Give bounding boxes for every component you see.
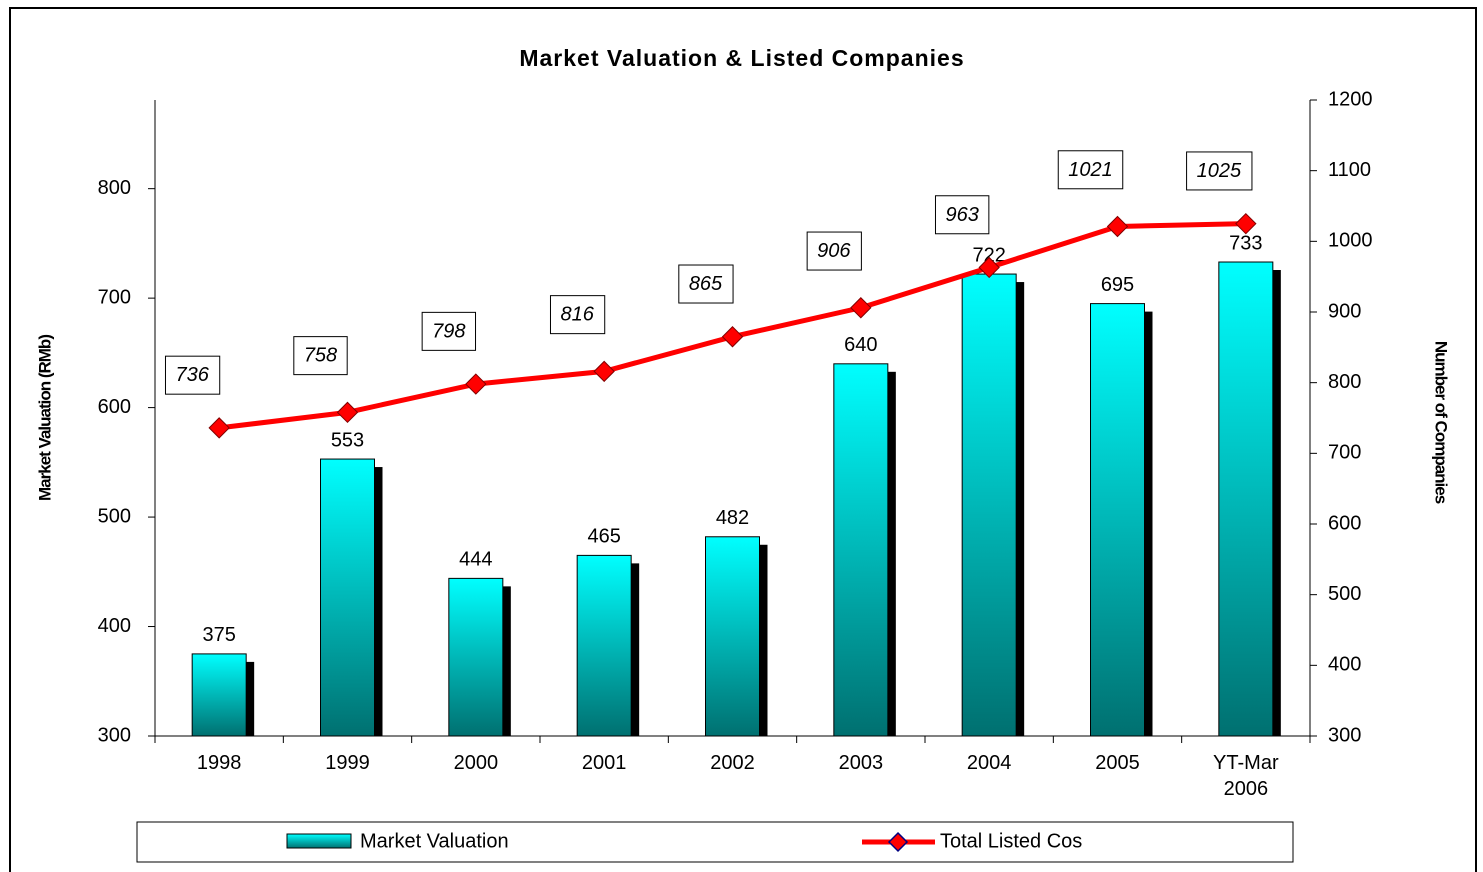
bar-label: 375 <box>202 624 235 646</box>
line-marker <box>1235 212 1257 235</box>
x-tick-label: 1998 <box>196 752 242 774</box>
x-tick-label-box: 2005 <box>1095 752 1140 774</box>
y2-axis-title: Number of Companies <box>1432 341 1451 504</box>
line-label-box <box>1057 150 1124 190</box>
bar <box>191 653 247 737</box>
y2-tick-label: 1000 <box>1328 230 1373 252</box>
line-label-box <box>1186 151 1253 191</box>
line-marker <box>593 360 615 383</box>
y2-tick-label: 700 <box>1328 442 1361 464</box>
x-tick-label-box: 2003 <box>838 752 884 774</box>
x-tick-label-box: 2002 <box>710 752 755 774</box>
x-tick-label: 1999 <box>325 752 370 774</box>
line-label-box <box>293 336 348 376</box>
y2-tick-label: 400 <box>1328 654 1361 676</box>
line-label: 906 <box>817 240 851 262</box>
x-tick-label: YT-Mar 2006 <box>1213 752 1279 800</box>
bar <box>448 577 504 737</box>
line-marker <box>721 326 744 348</box>
line-label-box <box>164 355 221 395</box>
line-label: 758 <box>304 345 337 367</box>
line-label: 1025 <box>1197 160 1242 182</box>
line-label-box <box>678 264 734 304</box>
legend-swatch-bar <box>286 833 352 849</box>
y2-tick-label: 500 <box>1328 583 1361 605</box>
line-marker <box>1106 215 1129 238</box>
y2-tick-label: 1200 <box>1328 88 1373 110</box>
bar <box>961 273 1017 737</box>
x-tick-label: 2002 <box>710 752 755 774</box>
x-tick-label-box: 1998 <box>196 752 242 774</box>
bar <box>320 458 375 737</box>
x-tick-label-box: YT-Mar 2006 <box>1213 752 1279 800</box>
bar-label: 482 <box>716 507 749 529</box>
y-axis-title: Market Valuation (RMb) <box>35 335 54 501</box>
x-tick-label-box: 2004 <box>966 752 1012 774</box>
y-tick-label: 700 <box>98 286 131 308</box>
y-tick-label: 600 <box>98 396 131 418</box>
line-label: 798 <box>432 320 465 342</box>
bar-label: 695 <box>1101 274 1134 296</box>
x-tick-label: 2003 <box>838 752 884 774</box>
bar <box>576 554 632 737</box>
y2-tick-label: 600 <box>1328 512 1361 534</box>
bar-label: 722 <box>972 244 1005 266</box>
legend-label: Market Valuation <box>360 830 509 852</box>
y2-tick-label: 1100 <box>1328 159 1371 181</box>
line-label-box <box>934 195 990 235</box>
legend-label: Total Listed Cos <box>940 830 1082 852</box>
line-marker <box>336 401 359 424</box>
bar-label: 465 <box>587 526 620 548</box>
y-tick-label: 500 <box>98 505 131 527</box>
bar-label: 444 <box>459 549 492 571</box>
line-marker <box>208 417 230 439</box>
line-marker <box>465 373 487 395</box>
bar-label: 640 <box>844 334 877 356</box>
line-label: 736 <box>175 364 209 386</box>
line-label-box <box>806 231 862 271</box>
x-tick-label-box: 1999 <box>325 752 370 774</box>
y2-tick-label: 900 <box>1328 300 1361 322</box>
chart-title: Market Valuation & Listed Companies <box>519 45 964 71</box>
line-label: 963 <box>945 204 978 226</box>
line-marker <box>850 297 872 319</box>
x-tick-label: 2001 <box>581 752 627 774</box>
bar <box>705 536 760 737</box>
x-tick-label: 2000 <box>453 752 499 774</box>
y2-tick-label: 300 <box>1328 724 1361 746</box>
y-tick-label: 400 <box>98 615 131 637</box>
line-label: 1021 <box>1068 159 1113 181</box>
bar <box>1090 303 1145 737</box>
legend-swatch-marker <box>887 831 909 853</box>
x-tick-label-box: 2001 <box>581 752 627 774</box>
x-tick-label-box: 2000 <box>453 752 499 774</box>
bar-label: 553 <box>331 429 364 451</box>
y2-tick-label: 800 <box>1328 371 1361 393</box>
line-label-box <box>421 311 477 351</box>
x-tick-label: 2004 <box>966 752 1012 774</box>
bar <box>1218 261 1274 737</box>
line-label: 816 <box>560 304 594 326</box>
bar-label: 733 <box>1229 232 1262 254</box>
y-tick-label: 800 <box>98 177 131 199</box>
x-tick-label: 2005 <box>1095 752 1140 774</box>
line-label: 865 <box>689 273 723 295</box>
y-tick-label: 300 <box>98 724 131 746</box>
line-label-box <box>549 295 606 335</box>
bar <box>833 363 889 737</box>
line-marker <box>978 256 1000 279</box>
